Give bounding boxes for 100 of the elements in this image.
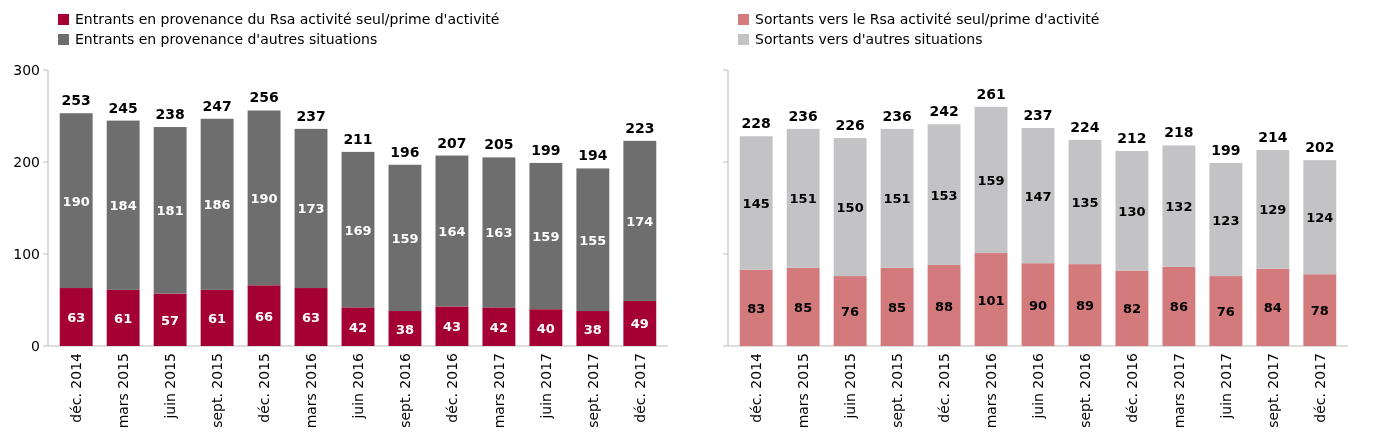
y-tick-label: 200 bbox=[13, 154, 40, 170]
bar bbox=[294, 128, 328, 289]
data-label: 88 bbox=[935, 298, 954, 314]
data-label: 57 bbox=[161, 312, 180, 328]
bar bbox=[833, 138, 867, 277]
bar bbox=[786, 267, 820, 346]
data-label: 49 bbox=[630, 316, 649, 332]
data-label: 66 bbox=[255, 308, 274, 324]
bar bbox=[1162, 145, 1196, 267]
bar bbox=[200, 289, 234, 346]
legend-label: Sortants vers d'autres situations bbox=[755, 31, 983, 47]
data-label: 163 bbox=[485, 225, 513, 241]
total-label: 238 bbox=[155, 106, 185, 123]
total-label: 237 bbox=[1023, 106, 1053, 123]
total-label: 236 bbox=[882, 107, 912, 124]
data-label: 155 bbox=[579, 232, 607, 248]
x-tick-label: mars 2015 bbox=[115, 353, 132, 429]
bar bbox=[106, 289, 140, 346]
total-label: 214 bbox=[1258, 129, 1288, 146]
data-label: 83 bbox=[747, 300, 766, 316]
bar bbox=[247, 110, 281, 286]
total-label: 212 bbox=[1117, 129, 1147, 146]
total-label: 199 bbox=[531, 141, 561, 158]
data-label: 76 bbox=[1216, 304, 1235, 320]
data-label: 90 bbox=[1028, 297, 1048, 313]
bar bbox=[435, 155, 469, 307]
x-tick-label: mars 2016 bbox=[983, 352, 1000, 429]
bar bbox=[623, 300, 657, 346]
total-label: 211 bbox=[343, 130, 373, 147]
total-label: 223 bbox=[625, 119, 655, 136]
bar bbox=[529, 309, 563, 346]
data-label: 40 bbox=[536, 320, 555, 336]
bar bbox=[388, 164, 422, 312]
data-label: 186 bbox=[203, 197, 231, 213]
bar bbox=[153, 293, 187, 346]
total-label: 261 bbox=[976, 85, 1006, 102]
total-label: 237 bbox=[296, 107, 326, 124]
bar bbox=[880, 267, 914, 346]
data-label: 42 bbox=[348, 319, 368, 335]
data-label: 132 bbox=[1165, 199, 1193, 215]
bar bbox=[1162, 266, 1196, 346]
total-label: 245 bbox=[108, 99, 138, 116]
data-label: 78 bbox=[1310, 303, 1329, 319]
data-label: 85 bbox=[794, 299, 813, 315]
bar bbox=[1303, 160, 1337, 275]
total-label: 256 bbox=[249, 89, 279, 106]
bar bbox=[786, 128, 820, 268]
data-label: 123 bbox=[1212, 212, 1240, 228]
x-tick-label: mars 2016 bbox=[303, 352, 320, 429]
bar bbox=[200, 118, 234, 290]
bar bbox=[247, 285, 281, 346]
x-tick-label: sept. 2017 bbox=[1264, 353, 1281, 428]
bar bbox=[1115, 150, 1149, 271]
bar bbox=[482, 157, 516, 308]
x-tick-label: juin 2015 bbox=[162, 353, 179, 420]
data-label: 153 bbox=[930, 187, 958, 203]
data-label: 150 bbox=[836, 200, 864, 216]
data-label: 129 bbox=[1259, 202, 1287, 218]
bar bbox=[880, 128, 914, 268]
data-label: 82 bbox=[1122, 301, 1141, 317]
data-label: 159 bbox=[977, 172, 1005, 188]
data-label: 63 bbox=[67, 310, 86, 326]
total-label: 226 bbox=[835, 117, 865, 134]
data-label: 124 bbox=[1306, 210, 1334, 226]
bar bbox=[927, 265, 961, 346]
data-label: 76 bbox=[841, 304, 860, 320]
y-tick-label: 0 bbox=[31, 338, 40, 354]
x-tick-label: déc. 2016 bbox=[443, 352, 460, 423]
data-label: 84 bbox=[1263, 300, 1282, 316]
data-label: 145 bbox=[742, 195, 770, 211]
data-label: 43 bbox=[442, 319, 461, 335]
total-label: 242 bbox=[929, 103, 959, 120]
data-label: 190 bbox=[62, 193, 90, 209]
total-label: 247 bbox=[202, 97, 232, 114]
x-tick-label: déc. 2015 bbox=[256, 353, 273, 423]
bar bbox=[739, 136, 773, 270]
data-label: 151 bbox=[883, 191, 911, 207]
x-tick-label: juin 2016 bbox=[350, 352, 366, 420]
total-label: 207 bbox=[437, 134, 467, 151]
bar bbox=[482, 307, 516, 346]
y-tick-label: 300 bbox=[13, 62, 40, 78]
total-label: 202 bbox=[1305, 139, 1335, 156]
y-tick-label: 100 bbox=[13, 246, 40, 262]
x-tick-label: sept. 2015 bbox=[209, 353, 226, 428]
bar bbox=[833, 276, 867, 346]
bar bbox=[1068, 264, 1102, 346]
total-label: 196 bbox=[390, 143, 420, 160]
x-tick-label: juin 2017 bbox=[1217, 353, 1234, 420]
data-label: 159 bbox=[532, 229, 560, 245]
x-tick-label: mars 2015 bbox=[795, 353, 812, 429]
x-tick-label: déc. 2015 bbox=[936, 353, 953, 423]
bar bbox=[435, 306, 469, 346]
bar bbox=[341, 151, 375, 308]
x-tick-label: mars 2017 bbox=[490, 353, 507, 429]
total-label: 205 bbox=[484, 136, 514, 153]
bar bbox=[529, 162, 563, 310]
x-tick-label: juin 2017 bbox=[537, 353, 554, 420]
data-label: 190 bbox=[250, 190, 278, 206]
data-label: 61 bbox=[114, 310, 133, 326]
total-label: 228 bbox=[741, 115, 771, 132]
